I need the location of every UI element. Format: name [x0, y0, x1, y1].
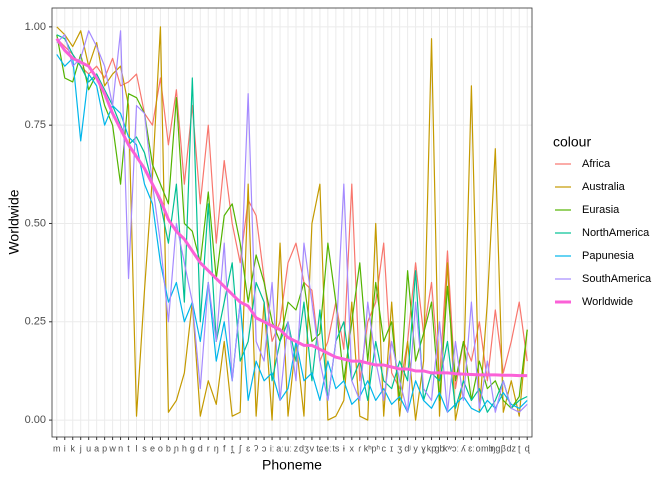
x-tick-label: w [108, 443, 116, 453]
x-tick-label: t̪ [231, 443, 235, 453]
x-tick-label: ɛ [246, 443, 250, 453]
x-tick-label: o [158, 443, 163, 453]
x-tick-label: p [102, 443, 107, 453]
x-tick-label: kp [427, 443, 437, 453]
x-tick-label: ʃ [238, 443, 242, 453]
y-tick-label: 0.00 [25, 414, 46, 426]
x-tick-label: ʒ [397, 443, 402, 453]
x-tick-label: a [94, 443, 99, 453]
y-tick-label: 0.50 [25, 217, 46, 229]
x-tick-label: c [381, 443, 386, 453]
series-line [56, 26, 528, 421]
x-tick-label: dz [507, 443, 517, 453]
x-tick-label: dʒ [299, 443, 309, 453]
x-axis-title: Phoneme [262, 457, 322, 473]
x-tick-label: h [182, 443, 187, 453]
y-tick-label: 0.75 [25, 119, 46, 131]
x-tick-label: ɣ [421, 443, 426, 453]
x-tick-label: ɨ [343, 443, 345, 453]
x-tick-label: ɖ [525, 443, 531, 453]
x-tick-label: ŋ [214, 443, 219, 453]
x-tick-label: v [310, 443, 315, 453]
legend-label: Worldwide [582, 296, 633, 308]
x-tick-label: kʰ [364, 443, 373, 453]
panel-border [51, 7, 533, 438]
x-tick-label: ʈ [518, 443, 521, 453]
legend-label: SouthAmerica [582, 273, 652, 285]
legend: Africa Australia Eurasia NorthAmerica Papune… [555, 158, 652, 308]
x-tick-label: β [501, 443, 506, 453]
x-tick-label: ɔ [262, 443, 267, 453]
x-tick-label: ɪ [390, 443, 393, 453]
series-line [56, 34, 528, 409]
x-tick-label: i [64, 443, 66, 453]
x-tick-label: s [142, 443, 147, 453]
y-axis-title: Worldwide [6, 189, 22, 254]
legend-label: Africa [582, 158, 611, 170]
x-tick-label: iː [270, 443, 275, 453]
x-tick-label: aː [276, 443, 284, 453]
x-tick-label: j [79, 443, 82, 453]
x-tick-label: ʎ [461, 443, 466, 453]
legend-label: Papunesia [582, 250, 635, 262]
x-tick-label: k [70, 443, 75, 453]
y-tick-label: 1.00 [25, 21, 46, 33]
x-tick-label: f [223, 443, 226, 453]
x-tick-label: e [150, 443, 155, 453]
x-tick-label: uː [284, 443, 292, 453]
x-tick-label: ɔː [452, 443, 459, 453]
x-tick-label: t [127, 443, 130, 453]
x-tick-label: kʷ [443, 443, 453, 453]
x-tick-label: dʲ [404, 443, 410, 453]
y-tick-label: 0.25 [25, 316, 46, 328]
x-tick-label: b [166, 443, 171, 453]
x-tick-label: ɾ [358, 443, 361, 453]
series-line [55, 37, 528, 378]
x-tick-label: u [86, 443, 91, 453]
x-tick-label: ts [332, 443, 340, 453]
x-tick-label: r [207, 443, 210, 453]
x-tick-label: l [136, 443, 138, 453]
x-tick-label: pʰ [371, 443, 380, 453]
legend-label: NorthAmerica [582, 227, 650, 239]
lines [55, 26, 528, 421]
x-tick-label: ɛː [468, 443, 475, 453]
series-line [56, 30, 528, 413]
x-tick-label: mb [481, 443, 494, 453]
x-tick-label: g [190, 443, 195, 453]
legend-label: Australia [582, 181, 626, 193]
x-tick-label: z [294, 443, 299, 453]
x-tick-label: gb [435, 443, 445, 453]
legend-label: Eurasia [582, 204, 620, 216]
x-tick-label: eː [324, 443, 332, 453]
x-tick-label: d [198, 443, 203, 453]
x-tick-label: tɕ [316, 443, 324, 453]
x-tick-label: m [53, 443, 61, 453]
x-tick-label: oː [476, 443, 484, 453]
x-tick-label: ŋg [490, 443, 500, 453]
x-tick-label: y [413, 443, 418, 453]
x-tick-label: n [118, 443, 123, 453]
x-tick-label: ʔ [254, 443, 259, 453]
x-tick-label: x [350, 443, 355, 453]
x-tick-label: ɲ [173, 443, 179, 453]
legend-title: colour [553, 134, 591, 150]
series-line [56, 38, 528, 390]
